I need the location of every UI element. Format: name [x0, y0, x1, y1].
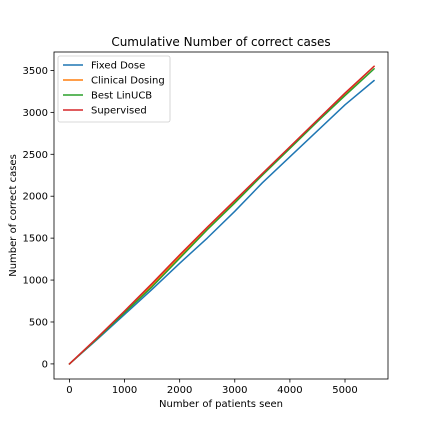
y-tick-label: 0 — [42, 359, 48, 370]
legend-label: Clinical Dosing — [91, 76, 165, 87]
y-tick-label: 2500 — [23, 150, 48, 161]
x-tick-label: 4000 — [277, 385, 302, 396]
series-line-supervised — [68, 65, 375, 365]
series-line-best-linucb — [68, 68, 375, 365]
x-tick-label: 5000 — [332, 385, 357, 396]
x-axis-label: Number of patients seen — [159, 399, 283, 410]
legend-label: Fixed Dose — [91, 61, 145, 72]
x-axis-ticks: 0 1000 2000 3000 4000 5000 — [66, 379, 358, 396]
legend: Fixed Dose Clinical Dosing Best LinUCB Supe… — [57, 55, 171, 123]
y-tick-label: 1500 — [23, 234, 48, 245]
series-layer — [68, 65, 375, 365]
legend-box — [57, 55, 171, 123]
y-tick-label: 1000 — [23, 276, 48, 287]
x-tick-label: 2000 — [167, 385, 192, 396]
chart-title: Cumulative Number of correct cases — [111, 35, 330, 49]
x-tick-label: 3000 — [222, 385, 247, 396]
x-tick-label: 0 — [66, 385, 72, 396]
y-tick-label: 3500 — [23, 66, 48, 77]
y-tick-label: 2000 — [23, 192, 48, 203]
x-tick-label: 1000 — [112, 385, 137, 396]
y-tick-label: 500 — [29, 317, 48, 328]
legend-label: Best LinUCB — [91, 91, 152, 102]
y-tick-label: 3000 — [23, 108, 48, 119]
y-axis-label: Number of correct cases — [8, 154, 19, 277]
legend-label: Supervised — [91, 106, 147, 117]
y-axis-ticks: 0 500 1000 1500 2000 2500 3000 3500 — [23, 66, 54, 370]
axes-frame — [53, 51, 389, 380]
series-line-fixed-dose — [68, 79, 375, 365]
